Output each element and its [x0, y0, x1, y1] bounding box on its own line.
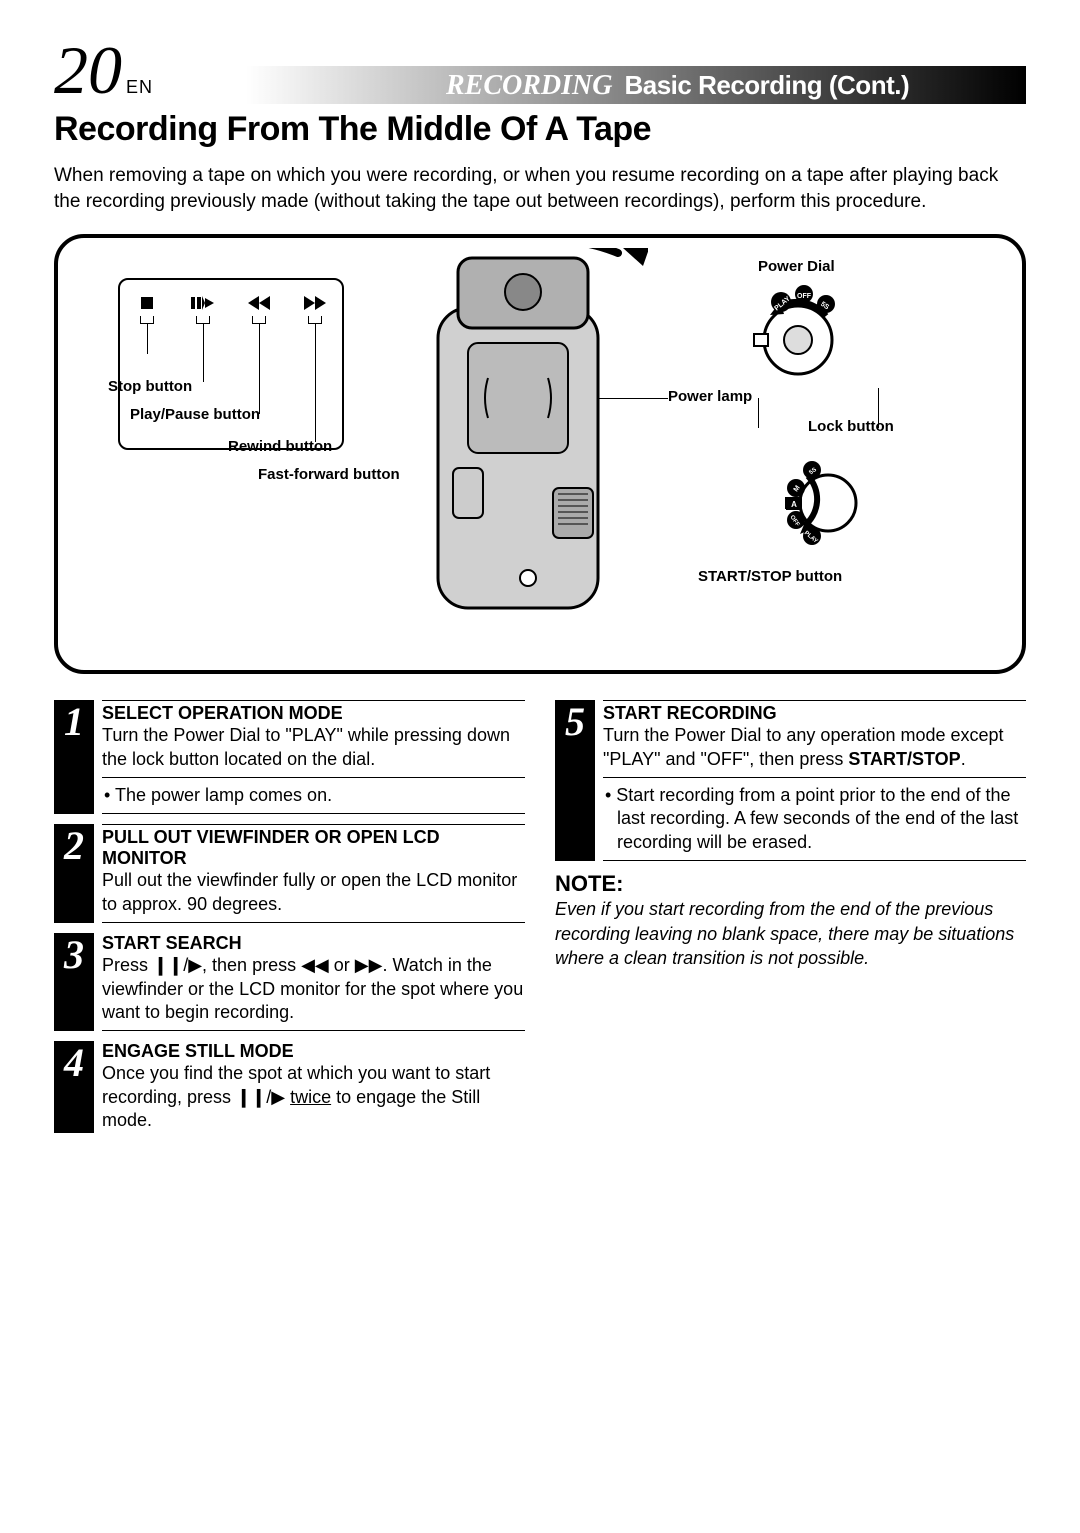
- start-stop-button-label: START/STOP button: [698, 568, 842, 585]
- step-number: 3: [64, 937, 84, 1031]
- step-title: START SEARCH: [102, 933, 525, 954]
- step-number: 5: [565, 704, 585, 861]
- section-subtitle: Basic Recording (Cont.): [624, 70, 909, 101]
- step-number-box: 2: [54, 824, 94, 923]
- step-number-box: 4: [54, 1041, 94, 1132]
- step-text: Press ❙❙/▶, then press ◀◀ or ▶▶. Watch i…: [102, 954, 525, 1024]
- step-3: 3 START SEARCH Press ❙❙/▶, then press ◀◀…: [54, 933, 525, 1031]
- step-number-box: 5: [555, 700, 595, 861]
- svg-text:A: A: [791, 500, 797, 509]
- step-number: 1: [64, 704, 84, 814]
- power-dial-illustration: PLAY OFF 5S: [718, 280, 848, 395]
- section-header-bar: RECORDING Basic Recording (Cont.): [246, 66, 1026, 104]
- connector-line: [598, 398, 668, 399]
- svg-text:OFF: OFF: [797, 293, 812, 300]
- rewind-button-label: Rewind button: [228, 438, 332, 455]
- power-lamp-label: Power lamp: [668, 388, 752, 405]
- right-column: 5 START RECORDING Turn the Power Dial to…: [555, 700, 1026, 1142]
- step-text: Turn the Power Dial to "PLAY" while pres…: [102, 724, 525, 771]
- connector-line: [878, 388, 879, 428]
- button-panel: [118, 278, 344, 450]
- connector-line: [758, 398, 759, 428]
- page-title: Recording From The Middle Of A Tape: [54, 110, 1026, 149]
- stop-button-label: Stop button: [108, 378, 192, 395]
- diagram-box: Stop button Play/Pause button Rewind but…: [54, 234, 1026, 674]
- step-2: 2 PULL OUT VIEWFINDER OR OPEN LCD MONITO…: [54, 824, 525, 923]
- step-title: ENGAGE STILL MODE: [102, 1041, 525, 1062]
- mode-dial-illustration: 5S M A OFF PLAY: [758, 448, 888, 573]
- page-header: 20 EN RECORDING Basic Recording (Cont.): [54, 36, 1026, 104]
- note-title: NOTE:: [555, 871, 1026, 897]
- step-number-box: 1: [54, 700, 94, 814]
- step-4: 4 ENGAGE STILL MODE Once you find the sp…: [54, 1041, 525, 1132]
- step-text: Pull out the viewfinder fully or open th…: [102, 869, 525, 916]
- fast-forward-button-icon: [302, 294, 328, 442]
- step-number-box: 3: [54, 933, 94, 1031]
- step-text: Turn the Power Dial to any operation mod…: [603, 724, 1026, 771]
- step-title: START RECORDING: [603, 703, 1026, 724]
- page-number: 20: [54, 36, 122, 104]
- step-bullet: • The power lamp comes on.: [102, 784, 525, 807]
- page-lang: EN: [126, 77, 153, 98]
- step-title: PULL OUT VIEWFINDER OR OPEN LCD MONITOR: [102, 827, 525, 869]
- step-1: 1 SELECT OPERATION MODE Turn the Power D…: [54, 700, 525, 814]
- step-bullet: • Start recording from a point prior to …: [603, 784, 1026, 854]
- lock-button-label: Lock button: [808, 418, 894, 435]
- intro-text: When removing a tape on which you were r…: [54, 163, 1026, 214]
- section-name: RECORDING: [446, 70, 612, 102]
- left-column: 1 SELECT OPERATION MODE Turn the Power D…: [54, 700, 525, 1142]
- page-number-block: 20 EN: [54, 36, 153, 104]
- camera-illustration: [418, 248, 648, 638]
- fast-forward-button-label: Fast-forward button: [258, 466, 400, 483]
- step-number: 4: [64, 1045, 84, 1132]
- step-5: 5 START RECORDING Turn the Power Dial to…: [555, 700, 1026, 861]
- step-title: SELECT OPERATION MODE: [102, 703, 525, 724]
- note-text: Even if you start recording from the end…: [555, 897, 1026, 970]
- steps-columns: 1 SELECT OPERATION MODE Turn the Power D…: [54, 700, 1026, 1142]
- play-pause-button-label: Play/Pause button: [130, 406, 260, 423]
- step-text: Once you find the spot at which you want…: [102, 1062, 525, 1132]
- step-number: 2: [64, 828, 84, 923]
- power-dial-label: Power Dial: [758, 258, 835, 275]
